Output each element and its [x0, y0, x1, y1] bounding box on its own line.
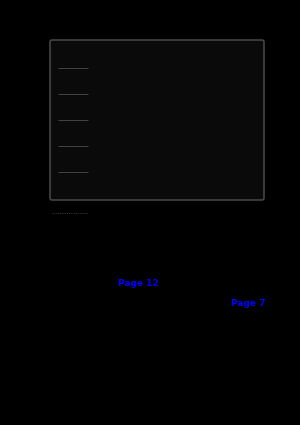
Text: Page 12: Page 12 — [118, 278, 158, 287]
Text: Page 7: Page 7 — [231, 298, 265, 308]
FancyBboxPatch shape — [50, 40, 264, 200]
